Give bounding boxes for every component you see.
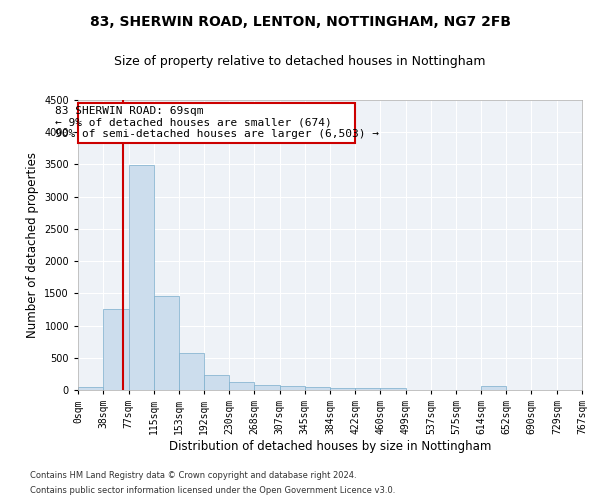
Text: Size of property relative to detached houses in Nottingham: Size of property relative to detached ho… xyxy=(114,55,486,68)
Bar xyxy=(254,384,280,390)
Bar xyxy=(305,388,331,390)
Bar xyxy=(179,352,204,390)
Bar xyxy=(128,165,154,390)
Bar xyxy=(103,309,128,390)
Text: Contains HM Land Registry data © Crown copyright and database right 2024.: Contains HM Land Registry data © Crown c… xyxy=(30,471,356,480)
Bar xyxy=(380,388,406,390)
Y-axis label: Number of detached properties: Number of detached properties xyxy=(26,152,38,338)
X-axis label: Distribution of detached houses by size in Nottingham: Distribution of detached houses by size … xyxy=(169,440,491,453)
Bar xyxy=(204,374,229,390)
Text: Contains public sector information licensed under the Open Government Licence v3: Contains public sector information licen… xyxy=(30,486,395,495)
Bar xyxy=(78,388,103,390)
Bar xyxy=(355,388,380,390)
FancyBboxPatch shape xyxy=(78,102,355,142)
Bar xyxy=(229,382,254,390)
Bar xyxy=(481,386,506,390)
Bar xyxy=(331,388,355,390)
Text: 83 SHERWIN ROAD: 69sqm
← 9% of detached houses are smaller (674)
90% of semi-det: 83 SHERWIN ROAD: 69sqm ← 9% of detached … xyxy=(55,106,379,139)
Text: 83, SHERWIN ROAD, LENTON, NOTTINGHAM, NG7 2FB: 83, SHERWIN ROAD, LENTON, NOTTINGHAM, NG… xyxy=(89,15,511,29)
Bar xyxy=(280,386,305,390)
Bar xyxy=(154,296,179,390)
